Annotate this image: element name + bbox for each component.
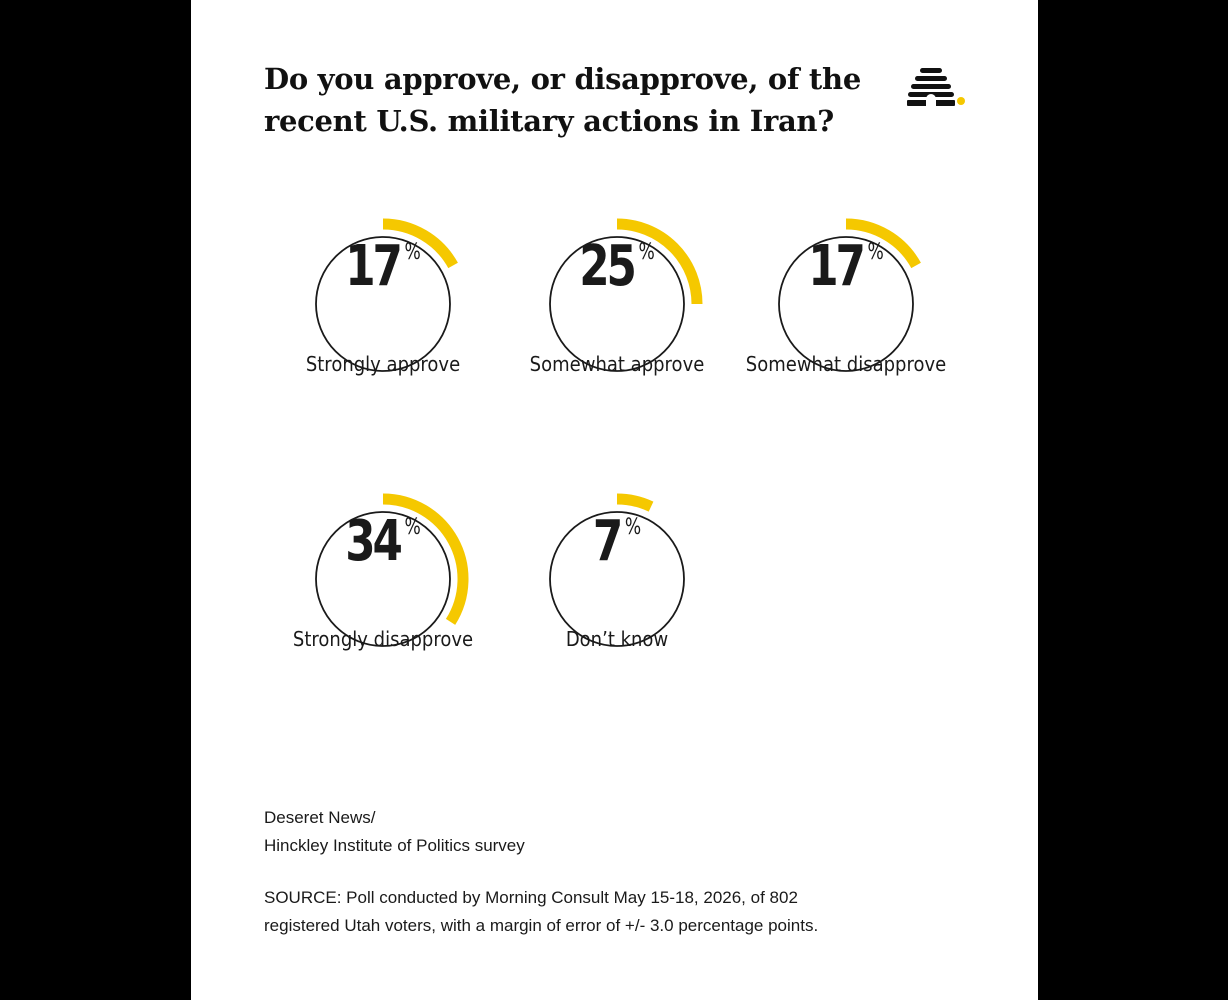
gauge-arc xyxy=(616,493,654,512)
gauge-label: Strongly approve xyxy=(305,352,461,376)
source-note: SOURCE: Poll conducted by Morning Consul… xyxy=(264,884,984,940)
gauge-1: 25% Somewhat approve xyxy=(497,186,737,426)
percent-sign: % xyxy=(867,240,884,265)
source-note-line2: registered Utah voters, with a margin of… xyxy=(264,916,819,935)
gauge-arc xyxy=(382,493,469,625)
gauge-label: Somewhat disapprove xyxy=(745,352,947,376)
gauge-svg xyxy=(778,218,921,372)
gauge-value: 7% xyxy=(523,509,710,574)
gauge-value: 17% xyxy=(752,234,939,299)
gauge-arc xyxy=(845,218,921,269)
gauge-svg xyxy=(315,493,469,647)
gauge-ring xyxy=(315,236,451,372)
gauge-4: 7% Don’t know xyxy=(497,461,737,701)
percent-sign: % xyxy=(404,515,421,540)
gauge-ring xyxy=(549,511,685,647)
gauge-ring xyxy=(549,236,685,372)
beehive-logo-mark xyxy=(907,68,965,106)
gauge-0: 17% Strongly approve xyxy=(263,186,503,426)
gauge-svg xyxy=(315,218,458,372)
gauge-2: 17% Somewhat disapprove xyxy=(726,186,966,426)
source-note-line1: SOURCE: Poll conducted by Morning Consul… xyxy=(264,888,798,907)
gauge-arc xyxy=(382,218,458,269)
gauge-value-number: 17 xyxy=(808,234,866,299)
percent-sign: % xyxy=(624,515,642,540)
beehive-icon xyxy=(907,68,965,106)
gauge-label: Somewhat approve xyxy=(529,352,705,376)
gauge-arc xyxy=(616,218,703,305)
gauge-value: 25% xyxy=(523,234,710,299)
gauge-value-number: 34 xyxy=(345,509,403,574)
gauge-3: 34% Strongly disapprove xyxy=(263,461,503,701)
gauge-value-number: 17 xyxy=(345,234,403,299)
source-organization: Deseret News/ Hinckley Institute of Poli… xyxy=(264,804,525,860)
percent-sign: % xyxy=(404,240,421,265)
gauge-svg xyxy=(549,493,685,647)
gauge-value: 34% xyxy=(289,509,476,574)
gauge-value-number: 7 xyxy=(592,509,623,574)
source-org-line1: Deseret News/ xyxy=(264,808,376,827)
gauge-svg xyxy=(549,218,703,372)
chart-title: Do you approve, or disapprove, of the re… xyxy=(264,62,861,138)
gauge-label: Strongly disapprove xyxy=(292,627,474,651)
infographic-card: Do you approve, or disapprove, of the re… xyxy=(191,0,1038,1000)
gauge-value: 17% xyxy=(289,234,476,299)
source-org-line2: Hinckley Institute of Politics survey xyxy=(264,836,525,855)
gauge-label: Don’t know xyxy=(565,627,669,651)
gauge-ring xyxy=(778,236,914,372)
gauge-ring xyxy=(315,511,451,647)
percent-sign: % xyxy=(638,240,655,265)
gauge-value-number: 25 xyxy=(579,234,637,299)
